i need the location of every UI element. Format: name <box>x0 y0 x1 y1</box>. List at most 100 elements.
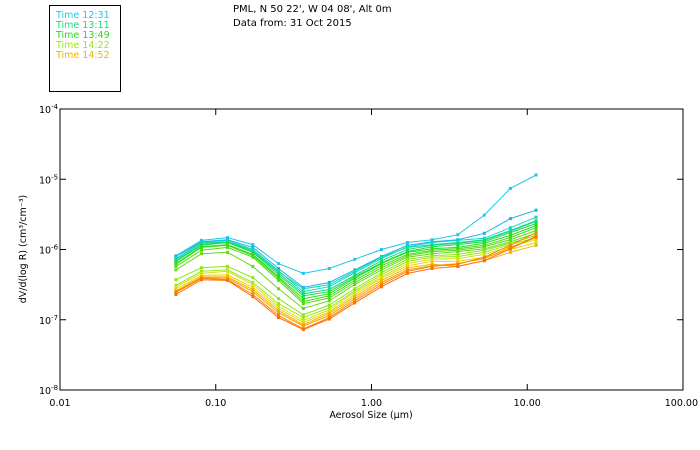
data-point <box>353 295 357 299</box>
data-point <box>327 294 331 298</box>
data-point <box>405 241 409 244</box>
data-point <box>327 299 331 303</box>
data-point <box>482 248 486 252</box>
data-point <box>226 264 229 268</box>
data-point <box>301 321 305 325</box>
data-point <box>226 269 229 273</box>
data-point <box>327 317 331 321</box>
data-point <box>301 292 305 296</box>
data-point <box>534 215 538 219</box>
data-point <box>380 273 383 277</box>
data-point <box>327 296 331 300</box>
x-tick-label: 10.00 <box>514 398 541 409</box>
data-point <box>251 264 255 268</box>
data-point <box>353 257 357 261</box>
x-tick-label: 100.00 <box>665 398 698 409</box>
data-point <box>277 316 280 320</box>
data-point <box>508 236 512 240</box>
data-point <box>456 243 460 247</box>
data-point <box>251 288 255 291</box>
data-point <box>456 250 460 254</box>
data-point <box>327 281 331 284</box>
data-point <box>405 250 409 254</box>
data-point <box>301 328 305 332</box>
data-point <box>380 285 383 289</box>
data-point <box>430 250 434 254</box>
data-point <box>251 283 255 287</box>
data-point <box>200 278 203 282</box>
data-point <box>353 276 357 280</box>
data-point <box>277 287 280 291</box>
data-point <box>508 217 512 221</box>
data-point <box>534 226 538 230</box>
data-point <box>380 259 383 263</box>
data-point <box>430 252 434 256</box>
data-point <box>353 269 357 273</box>
data-point <box>226 243 229 247</box>
data-point <box>277 278 280 282</box>
data-point <box>456 262 460 266</box>
data-point <box>251 285 255 289</box>
legend-item: Time 13:49 <box>56 30 110 41</box>
data-point <box>327 306 331 310</box>
data-point <box>405 262 409 266</box>
data-point <box>405 255 409 259</box>
data-point <box>456 257 460 261</box>
data-point <box>482 259 486 263</box>
data-point <box>430 255 434 259</box>
data-point <box>456 255 460 258</box>
data-point <box>327 308 331 312</box>
location-title: PML, N 50 22', W 04 08', Alt 0m <box>233 4 392 15</box>
data-point <box>353 297 357 301</box>
data-point <box>200 266 203 270</box>
x-axis-label: Aerosol Size (µm) <box>329 410 412 421</box>
legend-item: Time 13:11 <box>56 20 110 31</box>
data-point <box>456 233 460 237</box>
data-point <box>430 267 434 270</box>
legend: Time 12:31 Time 13:11 Time 13:49 Time 14… <box>49 5 121 92</box>
data-point <box>174 285 178 289</box>
data-point <box>380 276 383 280</box>
data-point <box>301 294 305 298</box>
data-point <box>251 243 255 247</box>
data-point <box>251 250 255 254</box>
data-point <box>301 316 305 320</box>
data-point <box>380 268 383 272</box>
data-point <box>405 271 409 275</box>
data-point <box>534 238 538 242</box>
data-point <box>301 300 305 303</box>
data-point <box>200 271 203 275</box>
x-tick-label: 0.01 <box>49 398 70 409</box>
data-point <box>174 293 178 296</box>
data-point <box>174 287 178 291</box>
x-tick-label: 1.00 <box>361 398 382 409</box>
data-point <box>508 186 512 190</box>
data-point <box>482 213 486 217</box>
data-point <box>430 259 434 263</box>
data-point <box>301 297 305 301</box>
data-point <box>534 222 538 225</box>
data-point <box>301 302 305 306</box>
data-point <box>508 231 512 235</box>
data-point <box>301 319 305 322</box>
data-point <box>353 290 357 294</box>
data-point <box>482 252 486 256</box>
data-point <box>251 255 255 259</box>
data-point <box>456 264 460 268</box>
data-point <box>200 252 203 256</box>
data-point <box>430 257 434 261</box>
y-tick-label: 10-8 <box>39 384 58 397</box>
data-point <box>226 273 229 277</box>
data-point <box>380 283 383 287</box>
data-point <box>456 238 460 242</box>
data-point <box>277 273 280 277</box>
data-point <box>380 278 383 282</box>
data-point <box>353 278 357 282</box>
data-point <box>380 281 383 284</box>
data-point <box>251 295 255 299</box>
data-point <box>353 301 357 305</box>
data-point <box>508 247 512 251</box>
data-point <box>380 266 383 270</box>
data-point <box>353 281 357 284</box>
